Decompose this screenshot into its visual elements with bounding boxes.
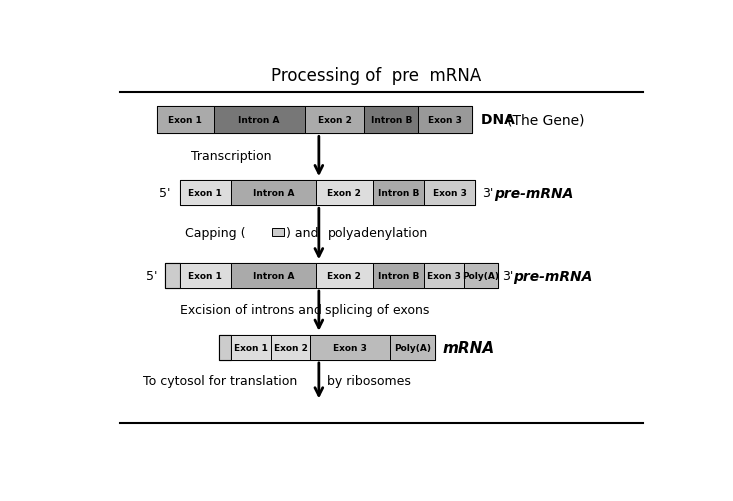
Text: Intron B: Intron B (377, 189, 419, 198)
Bar (270, 335, 310, 360)
Bar (180, 181, 475, 206)
Bar (390, 335, 435, 360)
Bar (166, 264, 498, 289)
Text: Capping (: Capping ( (185, 226, 246, 239)
Text: splicing of exons: splicing of exons (325, 304, 429, 317)
Text: Intron A: Intron A (238, 115, 280, 124)
Bar (272, 228, 284, 237)
Bar (166, 264, 180, 289)
Text: Exon 3: Exon 3 (427, 272, 461, 281)
Bar (316, 181, 373, 206)
Bar (180, 181, 231, 206)
Text: Exon 3: Exon 3 (428, 115, 463, 124)
Text: Transcription: Transcription (191, 149, 271, 162)
Text: To cytosol for translation: To cytosol for translation (143, 375, 297, 388)
Text: 5': 5' (146, 270, 157, 283)
Text: DNA: DNA (481, 113, 520, 127)
Text: Processing of  pre  mRNA: Processing of pre mRNA (270, 67, 481, 85)
Bar (310, 335, 390, 360)
Text: Exon 1: Exon 1 (188, 272, 222, 281)
Text: Intron A: Intron A (253, 272, 294, 281)
Text: Exon 1: Exon 1 (234, 343, 268, 352)
Bar (419, 106, 472, 133)
Text: 3': 3' (482, 187, 494, 200)
Text: mRNA: mRNA (443, 340, 495, 355)
Text: pre-mRNA: pre-mRNA (494, 186, 573, 200)
Bar (231, 335, 270, 360)
Text: pre-mRNA: pre-mRNA (513, 269, 592, 283)
Bar (180, 264, 231, 289)
Text: 5': 5' (158, 187, 170, 200)
Text: Poly(A): Poly(A) (463, 272, 499, 281)
Text: Exon 2: Exon 2 (328, 272, 361, 281)
Bar (464, 264, 498, 289)
Text: Exon 1: Exon 1 (169, 115, 202, 124)
Text: Excision of introns and: Excision of introns and (180, 304, 322, 317)
Bar (424, 181, 475, 206)
Text: Intron A: Intron A (253, 189, 294, 198)
Text: Exon 2: Exon 2 (317, 115, 351, 124)
Text: 3': 3' (502, 270, 513, 283)
Text: (The Gene): (The Gene) (507, 113, 584, 127)
Text: polyadenylation: polyadenylation (328, 226, 427, 239)
Bar (364, 106, 419, 133)
Text: Exon 2: Exon 2 (328, 189, 361, 198)
Text: Exon 3: Exon 3 (432, 189, 466, 198)
Text: Intron B: Intron B (371, 115, 412, 124)
Bar (219, 335, 435, 360)
Bar (424, 264, 464, 289)
Text: Exon 2: Exon 2 (273, 343, 307, 352)
Bar (231, 181, 316, 206)
Bar (219, 335, 231, 360)
Bar (373, 181, 424, 206)
Text: by ribosomes: by ribosomes (328, 375, 411, 388)
Text: ) and: ) and (286, 226, 318, 239)
Text: Poly(A): Poly(A) (394, 343, 431, 352)
Bar (214, 106, 305, 133)
Bar (157, 106, 214, 133)
Bar (231, 264, 316, 289)
Text: Exon 3: Exon 3 (334, 343, 367, 352)
Bar (373, 264, 424, 289)
Bar (157, 106, 472, 133)
Text: Exon 1: Exon 1 (188, 189, 222, 198)
Bar (305, 106, 364, 133)
Bar (316, 264, 373, 289)
Text: Intron B: Intron B (377, 272, 419, 281)
